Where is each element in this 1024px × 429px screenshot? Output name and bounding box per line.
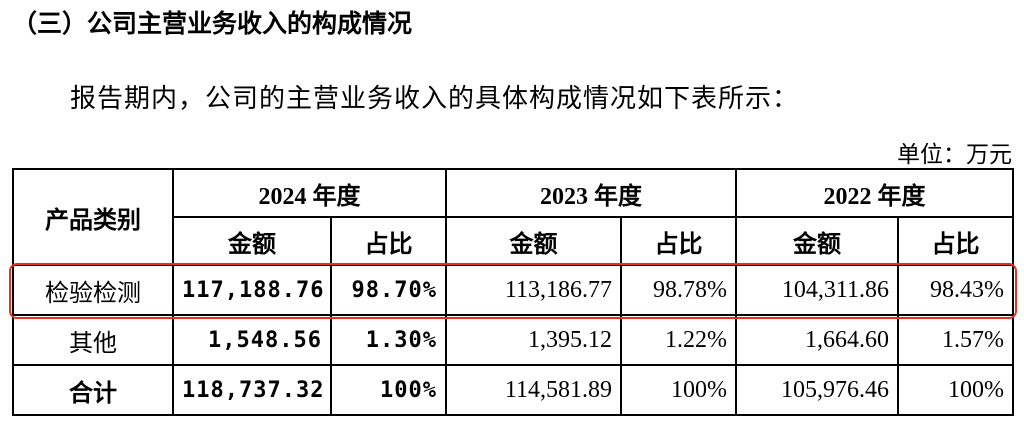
data-row: 检验检测 117,188.76 98.70% 113,186.77 98.78% 104,… bbox=[12, 264, 1014, 316]
cell: 1,548.56 bbox=[172, 314, 332, 366]
cell: 98.78% bbox=[620, 264, 737, 316]
cell: 113,186.77 bbox=[445, 264, 622, 316]
header-cell: 2022 年度 bbox=[735, 168, 1014, 218]
header-cell: 2024 年度 bbox=[172, 168, 447, 218]
cell: 104,311.86 bbox=[735, 264, 899, 316]
row-label: 其他 bbox=[12, 314, 174, 366]
cell: 100% bbox=[330, 364, 447, 416]
data-row: 合计 118,737.32 100% 114,581.89 100% 105,976.46… bbox=[12, 364, 1014, 416]
header-cell: 占比 bbox=[620, 216, 737, 266]
cell: 118,737.32 bbox=[172, 364, 332, 416]
row-label: 检验检测 bbox=[12, 264, 174, 316]
header-cell: 金额 bbox=[445, 216, 622, 266]
paragraph: 报告期内，公司的主营业务收入的具体构成情况如下表所示： bbox=[70, 84, 800, 113]
cell: 105,976.46 bbox=[735, 364, 899, 416]
cell: 100% bbox=[620, 364, 737, 416]
cell: 1.22% bbox=[620, 314, 737, 366]
header-cell: 2023 年度 bbox=[445, 168, 737, 218]
header-cell: 金额 bbox=[735, 216, 899, 266]
data-row: 其他 1,548.56 1.30% 1,395.12 1.22% 1,664.60 1.57… bbox=[12, 314, 1014, 366]
header-cell: 金额 bbox=[172, 216, 332, 266]
cell: 98.70% bbox=[330, 264, 447, 316]
cell: 114,581.89 bbox=[445, 364, 622, 416]
row-label: 合计 bbox=[12, 364, 174, 416]
cell: 117,188.76 bbox=[172, 264, 332, 316]
heading: （三）公司主营业务收入的构成情况 bbox=[12, 10, 413, 38]
table-body: 产品类别 2024 年度 2023 年度 2022 年度 金额 占比 金额 占比 金额占… bbox=[12, 168, 1014, 416]
cell: 1.30% bbox=[330, 314, 447, 366]
cell: 1.57% bbox=[897, 314, 1014, 366]
header-cell: 产品类别 bbox=[12, 168, 174, 266]
header-row: 产品类别 2024 年度 2023 年度 2022 年度 bbox=[12, 168, 1014, 266]
revenue-table: 产品类别 2024 年度 2023 年度 2022 年度 金额 占比 金额 占比 金额占… bbox=[12, 168, 1014, 416]
header-cell: 占比 bbox=[330, 216, 447, 266]
cell: 100% bbox=[897, 364, 1014, 416]
cell: 98.43% bbox=[897, 264, 1014, 316]
cell: 1,395.12 bbox=[445, 314, 622, 366]
unit-note: 单位：万元 bbox=[897, 142, 1012, 167]
header-cell: 占比 bbox=[897, 216, 1014, 266]
cell: 1,664.60 bbox=[735, 314, 899, 366]
